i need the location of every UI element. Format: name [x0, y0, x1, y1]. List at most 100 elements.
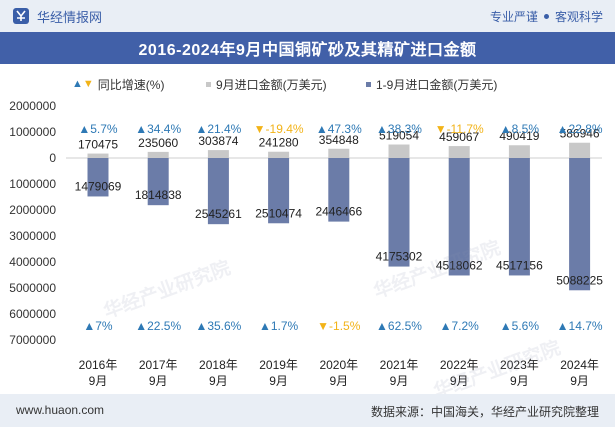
- legend-growth: ▲ ▼ 同比增速(%): [72, 74, 164, 94]
- cumulative-growth-label: ▲22.5%: [135, 319, 181, 333]
- x-tick-label: 9月: [390, 374, 409, 388]
- title-bar: 2016-2024年9月中国铜矿砂及其精矿进口金额: [0, 32, 615, 64]
- bar-cumulative-value-label: 4518062: [436, 258, 483, 272]
- legend-cumulative: 1-9月进口金额(万美元): [366, 74, 497, 94]
- cumulative-growth-label: ▼-1.5%: [317, 319, 361, 333]
- x-tick-label: 9月: [510, 374, 529, 388]
- tagline-right: 客观科学: [554, 10, 603, 24]
- huajing-logo-icon: [13, 8, 29, 24]
- tagline-dot-icon: [543, 14, 549, 19]
- bar-month: [87, 153, 109, 158]
- cumulative-growth-label: ▲62.5%: [376, 319, 422, 333]
- x-tick-label: 2021年: [380, 358, 419, 372]
- x-tick-label: 2016年: [79, 358, 118, 372]
- y-tick-label: 2000000: [9, 203, 56, 217]
- tagline: 专业严谨 客观科学: [490, 8, 603, 25]
- brand-name: 华经情报网: [37, 9, 103, 25]
- bar-month: [569, 142, 591, 158]
- bar-month: [207, 150, 229, 158]
- cumulative-growth-label: ▲14.7%: [557, 319, 603, 333]
- chart-title: 2016-2024年9月中国铜矿砂及其精矿进口金额: [138, 42, 477, 59]
- bar-month-value-label: 459067: [439, 130, 479, 144]
- x-tick-label: 9月: [450, 374, 469, 388]
- month-growth-label: ▼-19.4%: [254, 122, 304, 136]
- cumulative-growth-label: ▲5.6%: [500, 319, 540, 333]
- x-tick-label: 9月: [570, 374, 589, 388]
- bar-cumulative: [328, 158, 350, 222]
- month-growth-label: ▼-11.7%: [435, 122, 484, 136]
- chart-legend: ▲ ▼ 同比增速(%) 9月进口金额(万美元) 1-9月进口金额(万美元): [0, 74, 615, 94]
- legend-month-swatch-icon: [206, 81, 211, 87]
- footer-url[interactable]: www.huaon.com: [16, 403, 105, 417]
- x-tick-label: 9月: [269, 374, 288, 388]
- bar-cumulative-value-label: 5088225: [556, 273, 603, 287]
- x-tick-label: 2022年: [440, 358, 479, 372]
- tagline-left: 专业严谨: [489, 10, 538, 24]
- y-tick-label: 5000000: [9, 281, 56, 295]
- bar-month-value-label: 170475: [78, 138, 118, 152]
- month-growth-label: ▲5.7%: [78, 122, 118, 136]
- bar-cumulative-value-label: 2545261: [195, 207, 242, 221]
- bar-month-value-label: 241280: [259, 136, 299, 150]
- bar-cumulative: [388, 158, 410, 267]
- bar-cumulative: [147, 158, 169, 206]
- x-tick-label: 9月: [329, 374, 348, 388]
- bar-month: [268, 151, 290, 158]
- bar-cumulative-value-label: 4175302: [376, 250, 423, 264]
- bar-cumulative-value-label: 2510474: [255, 206, 302, 220]
- x-tick-label: 2020年: [319, 358, 358, 372]
- bar-month-value-label: 519054: [379, 129, 419, 143]
- bar-cumulative-value-label: 1814838: [135, 188, 182, 202]
- bar-month-value-label: 354848: [319, 133, 359, 147]
- month-growth-label: ▲34.4%: [135, 122, 181, 136]
- cumulative-growth-label: ▲7%: [83, 319, 113, 333]
- x-tick-label: 2023年: [500, 358, 539, 372]
- legend-down-icon: ▼: [82, 78, 94, 90]
- bar-month-value-label: 235060: [138, 136, 178, 150]
- month-growth-label: ▲38.3%: [376, 122, 422, 136]
- brand[interactable]: 华经情报网: [12, 7, 102, 25]
- y-tick-label: 0: [49, 151, 56, 165]
- x-tick-label: 2017年: [139, 358, 178, 372]
- bar-month: [508, 145, 530, 158]
- legend-up-icon: ▲: [72, 78, 83, 90]
- bar-month: [448, 146, 470, 158]
- y-tick-label: 2000000: [9, 99, 56, 113]
- cumulative-growth-label: ▲1.7%: [259, 319, 299, 333]
- cumulative-growth-label: ▲35.6%: [195, 319, 241, 333]
- x-tick-label: 2019年: [259, 358, 298, 372]
- bar-cumulative: [569, 158, 591, 291]
- legend-month: 9月进口金额(万美元): [206, 74, 327, 94]
- x-tick-label: 9月: [89, 374, 108, 388]
- bar-month-value-label: 490419: [499, 129, 539, 143]
- month-growth-label: ▲47.3%: [316, 122, 362, 136]
- bar-cumulative: [268, 158, 290, 224]
- bar-month-value-label: 586946: [560, 127, 600, 141]
- month-growth-label: ▲22.8%: [557, 122, 603, 136]
- x-tick-label: 9月: [209, 374, 228, 388]
- cumulative-growth-label: ▲7.2%: [440, 319, 480, 333]
- bar-month: [328, 148, 350, 158]
- x-tick-label: 2018年: [199, 358, 238, 372]
- bar-cumulative: [448, 158, 470, 276]
- chart-plot: 2000000 1000000 0 1000000 2000000 3000000 4000…: [9, 99, 603, 388]
- y-tick-label: 1000000: [9, 177, 56, 191]
- legend-growth-label: 同比增速(%): [97, 77, 165, 92]
- legend-cumulative-label: 1-9月进口金额(万美元): [376, 77, 498, 92]
- bar-month-value-label: 303874: [198, 134, 238, 148]
- bar-cumulative: [87, 158, 109, 197]
- bar-cumulative: [508, 158, 530, 276]
- y-tick-label: 7000000: [9, 333, 56, 347]
- footer-bar: www.huaon.com 数据来源：中国海关，华经产业研究院整理: [0, 394, 615, 427]
- bar-cumulative-value-label: 4517156: [496, 258, 543, 272]
- bar-cumulative-value-label: 2446466: [315, 205, 362, 219]
- footer-source: 数据来源：中国海关，华经产业研究院整理: [370, 405, 599, 419]
- x-tick-label: 2024年: [560, 358, 599, 372]
- legend-cumulative-swatch-icon: [366, 81, 371, 87]
- month-growth-label: ▲8.5%: [500, 122, 540, 136]
- legend-month-label: 9月进口金额(万美元): [216, 77, 327, 92]
- month-growth-label: ▲21.4%: [195, 122, 241, 136]
- bar-cumulative-value-label: 1479069: [75, 179, 122, 193]
- bar-cumulative: [207, 158, 229, 225]
- y-tick-label: 4000000: [9, 255, 56, 269]
